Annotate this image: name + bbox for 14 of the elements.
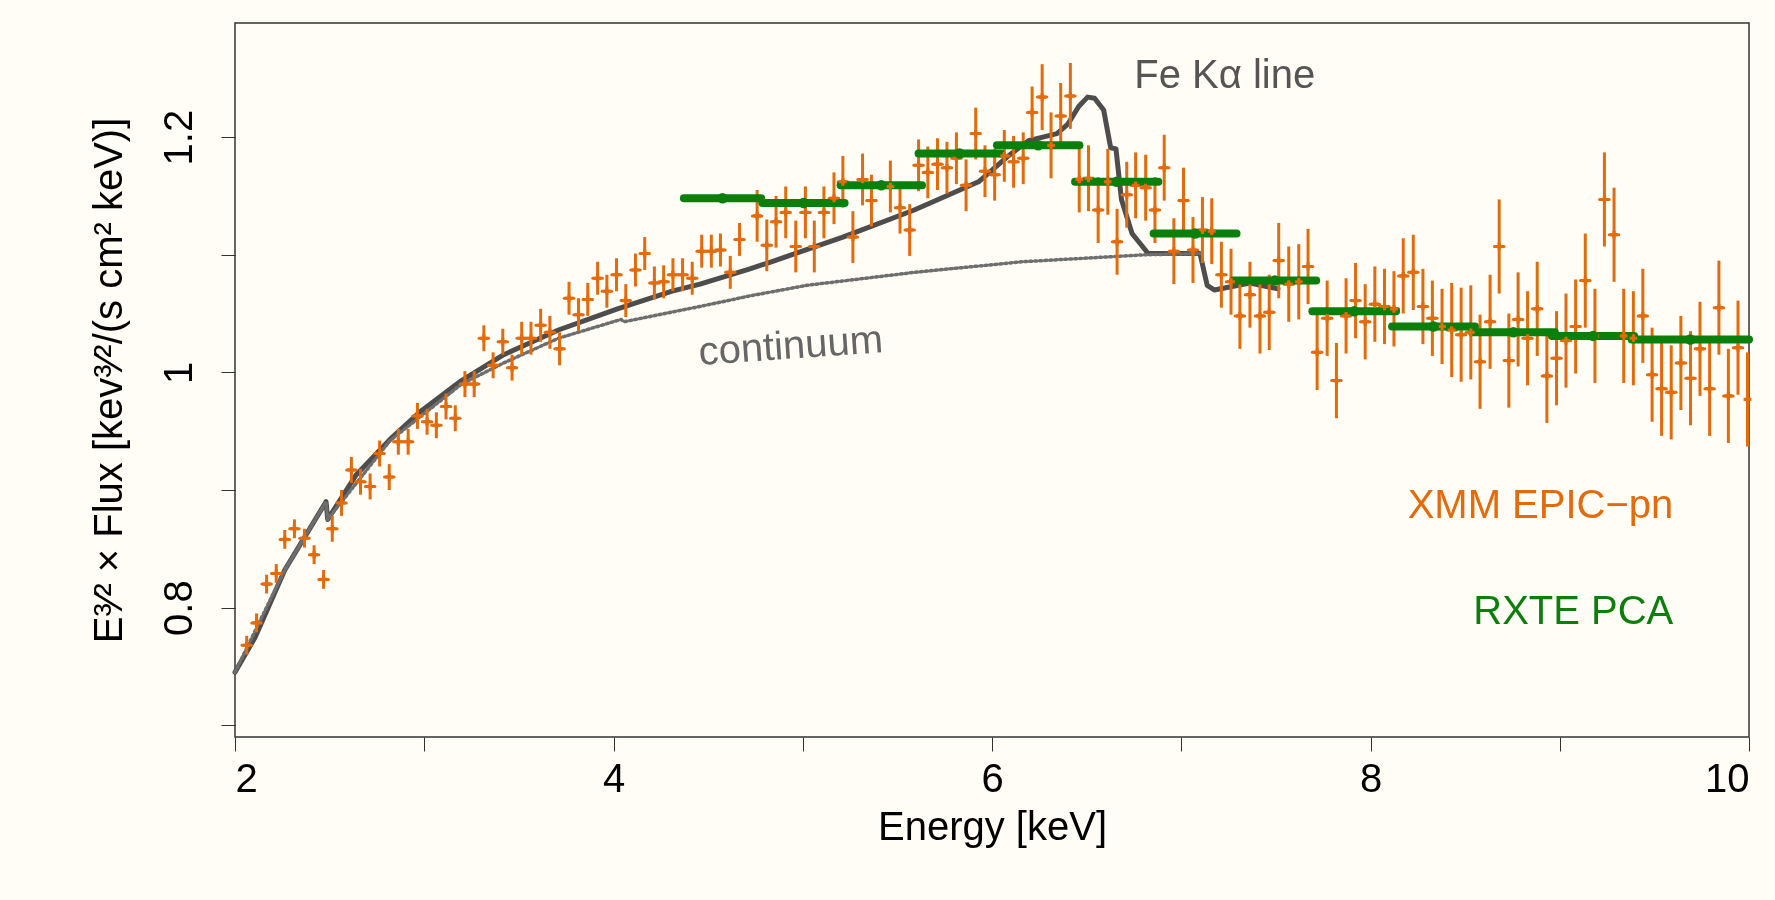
x-tick-label: 6 <box>981 755 1004 800</box>
x-tick-label: 8 <box>1359 755 1383 800</box>
x-tick-label: 10 <box>1705 755 1750 800</box>
text: XMM EPIC−pn <box>1407 482 1674 527</box>
x-axis-title: Energy [keV] <box>877 803 1108 848</box>
x-tick-label: 2 <box>235 755 258 800</box>
annotation: Fe Kα line <box>1134 52 1316 97</box>
x-tick-label: 4 <box>602 755 626 800</box>
annotation: continuum <box>697 316 885 373</box>
y-tick-label: 0.8 <box>155 580 200 636</box>
y-tick-label: 1 <box>155 361 200 384</box>
text: RXTE PCA <box>1473 588 1674 633</box>
y-axis-title: E³⁄² × Flux [kev³⁄²/(s cm² keV)] <box>85 117 130 644</box>
y-tick-label: 1.2 <box>155 109 200 166</box>
